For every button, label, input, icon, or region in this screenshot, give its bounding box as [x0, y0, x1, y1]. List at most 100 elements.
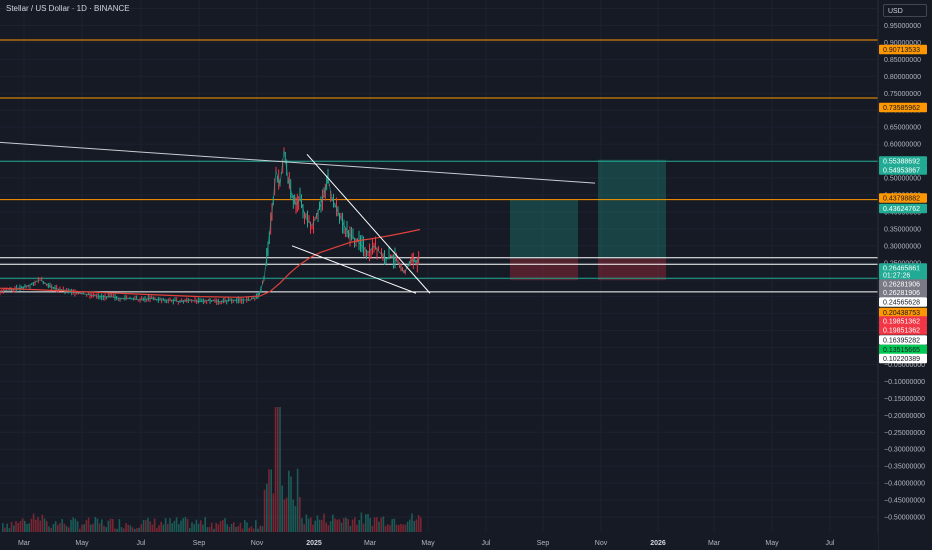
volume-bar — [74, 518, 77, 532]
volume-bar — [395, 524, 398, 532]
volume-bar — [145, 520, 147, 532]
volume-bar — [151, 524, 154, 532]
volume-bar — [281, 485, 283, 532]
volume-bar — [68, 527, 70, 532]
price-label-text: 0.19851362 — [883, 319, 920, 326]
volume-bar — [358, 519, 360, 532]
volume-bar — [290, 476, 292, 532]
price-label-badge: 01:27:26 — [879, 270, 927, 280]
price-label-text: 0.43798882 — [883, 196, 920, 203]
volume-bar — [255, 520, 257, 532]
price-label-bg — [879, 307, 927, 318]
volume-bar — [393, 518, 396, 532]
volume-bar — [360, 512, 363, 532]
volume-bar — [156, 528, 158, 532]
time-axis: Mar May Jul Sep Nov 2025 Mar May Jul Sep Nov 2026 Ma… — [0, 534, 878, 550]
price-label-text: 0.10220389 — [883, 356, 920, 363]
volume-bar — [30, 518, 33, 532]
volume-bar — [241, 528, 244, 532]
price-axis-label: −0.50000000 — [884, 515, 925, 522]
volume-bar — [217, 524, 220, 532]
volume-bar — [17, 523, 19, 532]
price-label-text: 0.20438753 — [883, 310, 920, 317]
volume-bar — [380, 517, 382, 532]
trendline[interactable] — [0, 141, 596, 184]
volume-bar — [173, 520, 176, 532]
long-position-2[interactable] — [598, 159, 666, 281]
price-label-text: 0.54953867 — [883, 168, 920, 175]
volume-bar — [246, 522, 248, 532]
price-axis-label: −0.35000000 — [884, 464, 925, 471]
volume-bar — [138, 527, 140, 532]
volume-bar — [338, 519, 341, 532]
volume-bar — [299, 496, 301, 532]
volume-bar — [123, 528, 125, 532]
price-label-text: 0.55388692 — [883, 159, 920, 166]
price-label-badge: 0.43798882 — [879, 193, 927, 203]
volume-bar — [204, 517, 206, 532]
volume-bar — [206, 527, 209, 532]
volume-bar — [268, 469, 270, 532]
volume-bar — [189, 528, 191, 532]
volume-bar — [400, 523, 402, 532]
volume-bar — [208, 526, 211, 532]
volume-bar — [114, 528, 116, 532]
volume-bar — [252, 528, 255, 532]
grid-lines — [0, 0, 878, 532]
volume-bar — [367, 514, 369, 532]
trendline[interactable] — [306, 153, 431, 294]
volume-bar — [376, 517, 378, 532]
volume-bar — [182, 518, 184, 532]
price-axis-label: −0.20000000 — [884, 413, 925, 420]
volume-bar — [191, 522, 193, 532]
volume-bar — [186, 519, 189, 532]
volume-bar — [389, 525, 391, 532]
volume-bar — [21, 518, 24, 532]
price-line — [0, 150, 421, 303]
volume-bar — [303, 524, 305, 532]
trendline[interactable] — [291, 245, 417, 294]
price-label-bg — [879, 270, 927, 280]
volume-bar — [332, 514, 334, 532]
price-labels: 0.90713533 0.73585962 0.55388692 0.54953867… — [879, 44, 927, 364]
time-axis-label: 2026 — [650, 540, 666, 547]
volume-bar — [79, 528, 81, 532]
volume-bar — [153, 518, 156, 532]
price-axis-label: −0.40000000 — [884, 481, 925, 488]
volume-bar — [28, 523, 30, 532]
volume-bar — [147, 517, 149, 532]
volume-bar — [413, 520, 415, 532]
volume-bar — [184, 517, 187, 532]
volume-bar — [288, 470, 290, 532]
price-label-bg — [879, 102, 927, 113]
volume-bar — [354, 517, 356, 532]
time-axis-label: Mar — [708, 540, 721, 547]
time-axis-label: Nov — [595, 540, 608, 547]
volume-bar — [402, 524, 404, 532]
long-position-1[interactable] — [510, 199, 578, 281]
volume-bar — [6, 523, 8, 532]
price-axis-label: 0.85000000 — [884, 57, 921, 64]
volume-bar — [52, 524, 55, 532]
volume-bar — [373, 517, 376, 532]
volume-bar — [37, 516, 39, 532]
volume-bar — [250, 526, 253, 532]
price-axis-label: −0.10000000 — [884, 379, 925, 386]
moving-average-line — [0, 228, 421, 298]
volume-bar — [272, 493, 275, 532]
time-axis-label: Jul — [137, 540, 146, 547]
price-label-text: 0.90713533 — [883, 47, 920, 54]
volume-bar — [411, 513, 413, 532]
volume-bar — [171, 523, 173, 532]
price-label-bg — [879, 165, 927, 175]
volume-bar — [314, 520, 316, 532]
volume-bar — [318, 519, 321, 532]
price-label-text: 0.26281906 — [883, 282, 920, 289]
volume-bar — [270, 469, 272, 532]
volume-bar — [274, 407, 277, 532]
price-label-text: 0.26465861 — [883, 266, 920, 273]
volume-bar — [13, 525, 15, 532]
currency-button[interactable]: USD — [883, 4, 927, 17]
volume-bar — [175, 517, 178, 532]
